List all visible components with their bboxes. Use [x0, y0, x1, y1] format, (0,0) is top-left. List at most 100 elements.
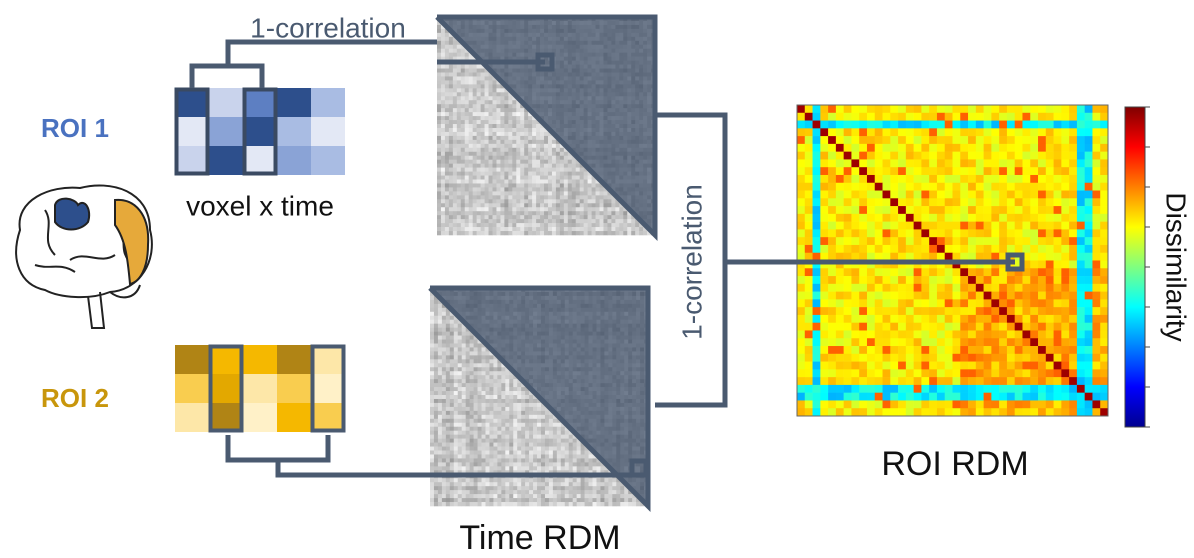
rdm-cell — [504, 128, 508, 132]
rdm-cell — [445, 100, 449, 104]
rdm-cell — [560, 223, 564, 227]
rdm-cell — [457, 65, 461, 69]
rdm-cell — [438, 387, 442, 391]
rdm-cell — [441, 29, 445, 33]
rdm-cell — [512, 219, 516, 223]
rdm-cell — [493, 371, 497, 375]
rdm-cell — [544, 187, 548, 191]
rdm-cell — [497, 415, 501, 419]
rdm-cell — [434, 355, 438, 359]
rdm-cell — [457, 211, 461, 215]
rdm-cell — [485, 219, 489, 223]
rdm-cell — [619, 207, 623, 211]
rdm-cell — [450, 383, 454, 387]
rdm-cell — [505, 383, 509, 387]
rdm-cell — [462, 375, 466, 379]
rdm-cell — [500, 100, 504, 104]
rdm-cell — [478, 411, 482, 415]
rdm-cell — [454, 411, 458, 415]
rdm-cell — [441, 168, 445, 172]
rdm-cell — [544, 199, 548, 203]
rdm-cell — [623, 219, 627, 223]
rdm-cell — [458, 419, 462, 423]
rdm-cell — [465, 227, 469, 231]
rdm-cell — [512, 152, 516, 156]
rdm-cell — [473, 140, 477, 144]
rdm-cell — [442, 399, 446, 403]
rdm-cell — [485, 399, 489, 403]
rdm-cell — [492, 108, 496, 112]
rdm-cell — [501, 423, 505, 427]
rdm-cell — [453, 176, 457, 180]
rdm-cell — [627, 215, 631, 219]
rdm-cell — [453, 168, 457, 172]
rdm-cell — [441, 227, 445, 231]
rdm-cell — [445, 88, 449, 92]
rdm-cell — [596, 211, 600, 215]
rdm-cell — [462, 411, 466, 415]
rdm-cell — [556, 172, 560, 176]
rdm-cell — [603, 219, 607, 223]
rdm-cell — [482, 415, 486, 419]
rdm-cell — [533, 407, 537, 411]
rdm-cell — [489, 423, 493, 427]
rdm-cell — [449, 172, 453, 176]
rdm-cell — [516, 156, 520, 160]
rdm-cell — [469, 116, 473, 120]
rdm-cell — [520, 199, 524, 203]
rdm-cell — [482, 407, 486, 411]
rdm-cell — [508, 124, 512, 128]
rdm-cell — [437, 219, 441, 223]
rdm-cell — [437, 37, 441, 41]
rdm-cell — [485, 100, 489, 104]
rdm-cell — [442, 391, 446, 395]
rdm-cell — [568, 215, 572, 219]
rdm-cell — [473, 96, 477, 100]
rdm-cell — [430, 308, 434, 312]
rdm-cell — [481, 124, 485, 128]
rdm-cell — [438, 411, 442, 415]
rdm-cell — [631, 227, 635, 231]
rdm-cell — [592, 183, 596, 187]
rdm-cell — [454, 343, 458, 347]
rdm-cell — [469, 231, 473, 235]
rdm-cell — [458, 363, 462, 367]
rdm-cell — [449, 80, 453, 84]
rdm-cell — [445, 120, 449, 124]
rdm-cell — [588, 227, 592, 231]
rdm-cell — [600, 219, 604, 223]
rdm-cell — [492, 132, 496, 136]
rdm-cell — [560, 152, 564, 156]
rdm-cell — [516, 207, 520, 211]
rdm-cell — [489, 112, 493, 116]
rdm-cell — [477, 207, 481, 211]
rdm-cell — [449, 207, 453, 211]
rdm-cell — [564, 207, 568, 211]
rdm-cell — [461, 164, 465, 168]
rdm-cell — [461, 92, 465, 96]
rdm-cell — [457, 120, 461, 124]
rdm-cell — [437, 227, 441, 231]
rdm-cell — [556, 180, 560, 184]
rdm-cell — [477, 100, 481, 104]
rdm-cell — [434, 308, 438, 312]
rdm-cell — [521, 411, 525, 415]
rdm-cell — [492, 160, 496, 164]
rdm-cell — [496, 152, 500, 156]
rdm-cell — [445, 172, 449, 176]
rdm-cell — [521, 419, 525, 423]
rdm-cell — [496, 132, 500, 136]
rdm-cell — [478, 415, 482, 419]
rdm-cell — [536, 132, 540, 136]
rdm-cell — [449, 49, 453, 53]
rdm-cell — [477, 136, 481, 140]
rdm-cell — [516, 203, 520, 207]
rdm-cell — [458, 407, 462, 411]
rdm-cell — [453, 223, 457, 227]
rdm-cell — [458, 351, 462, 355]
rdm-cell — [485, 96, 489, 100]
rdm-cell — [512, 128, 516, 132]
rdm-cell — [596, 223, 600, 227]
rdm-cell — [548, 152, 552, 156]
rdm-cell — [509, 407, 513, 411]
